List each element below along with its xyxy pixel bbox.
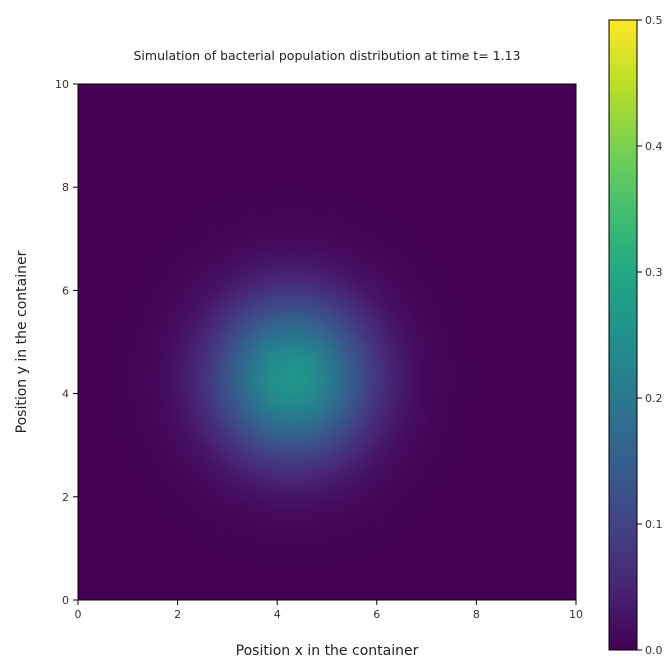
y-tick-label: 8 <box>62 181 69 194</box>
x-axis-label: Position x in the container <box>236 643 419 659</box>
colorbar-tick-label: 0.2 <box>645 392 663 405</box>
colorbar-tick-label: 0.5 <box>645 14 663 27</box>
y-tick-label: 6 <box>62 284 69 297</box>
x-tick-label: 10 <box>569 608 583 621</box>
colorbar: 0.0 0.1 0.2 0.3 0.4 0.5 <box>608 14 663 657</box>
x-tick-label: 2 <box>174 608 181 621</box>
x-axis-ticks: 0 2 4 6 8 10 <box>75 600 583 621</box>
colorbar-tick-label: 0.3 <box>645 266 663 279</box>
y-axis-label: Position y in the container <box>14 250 30 433</box>
plot-frame <box>77 83 577 601</box>
y-tick-label: 10 <box>55 78 69 91</box>
colorbar-tick-label: 0.0 <box>645 644 663 657</box>
y-axis-ticks: 0 2 4 6 8 10 <box>55 78 78 607</box>
x-tick-label: 4 <box>274 608 281 621</box>
colorbar-tick-label: 0.4 <box>645 140 663 153</box>
y-tick-label: 0 <box>62 594 69 607</box>
y-tick-label: 2 <box>62 491 69 504</box>
colorbar-gradient <box>608 19 638 651</box>
x-tick-label: 8 <box>473 608 480 621</box>
colorbar-tick-label: 0.1 <box>645 518 663 531</box>
plot-area <box>77 83 577 601</box>
y-tick-label: 4 <box>62 388 69 401</box>
x-tick-label: 6 <box>373 608 380 621</box>
heatmap-field <box>78 84 576 600</box>
x-tick-label: 0 <box>75 608 82 621</box>
colorbar-ticks: 0.0 0.1 0.2 0.3 0.4 0.5 <box>637 14 663 657</box>
chart-title: Simulation of bacterial population distr… <box>134 48 521 63</box>
